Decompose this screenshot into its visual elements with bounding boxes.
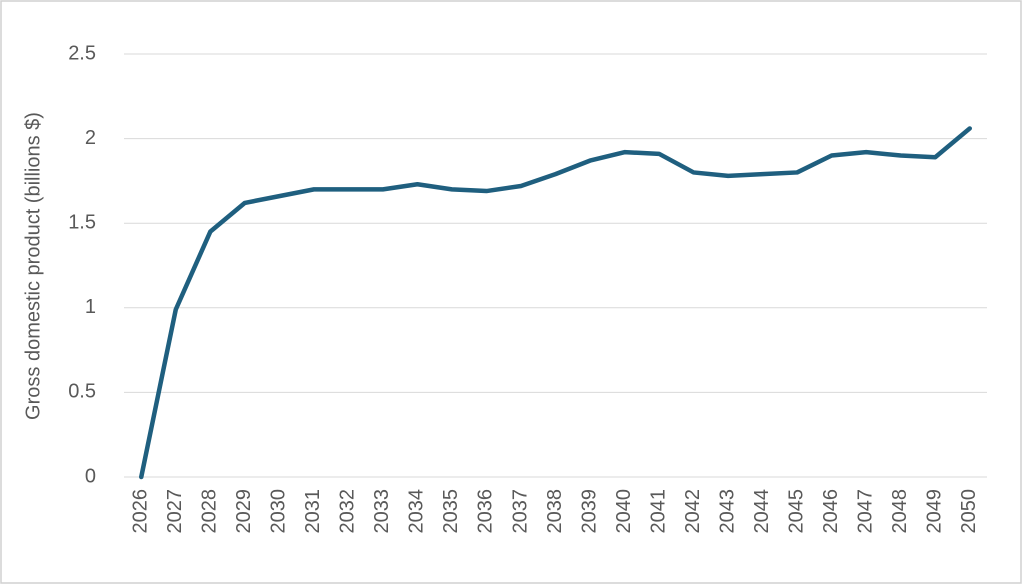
x-tick-label: 2035: [440, 489, 462, 534]
x-tick-label: 2050: [958, 489, 980, 534]
x-tick-label: 2038: [544, 489, 566, 534]
x-tick-label: 2039: [578, 489, 600, 534]
y-tick-label: 2: [85, 127, 96, 149]
x-tick-label: 2027: [164, 489, 186, 534]
x-tick-label: 2044: [751, 489, 773, 534]
x-tick-label: 2048: [889, 489, 911, 534]
y-tick-label: 1: [85, 296, 96, 318]
x-tick-label: 2045: [785, 489, 807, 534]
x-tick-label: 2033: [371, 489, 393, 534]
x-tick-label: 2029: [233, 489, 255, 534]
x-tick-label: 2028: [199, 489, 221, 534]
y-tick-label: 0.5: [68, 381, 96, 403]
x-tick-label: 2036: [475, 489, 497, 534]
y-axis-title: Gross domestic product (billions $): [22, 112, 44, 420]
x-tick-label: 2043: [716, 489, 738, 534]
x-tick-label: 2031: [302, 489, 324, 534]
y-tick-label: 1.5: [68, 211, 96, 233]
x-tick-label: 2046: [820, 489, 842, 534]
x-tick-label: 2037: [509, 489, 531, 534]
x-tick-label: 2040: [613, 489, 635, 534]
x-tick-label: 2030: [268, 489, 290, 534]
x-tick-label: 2032: [337, 489, 359, 534]
x-tick-label: 2047: [854, 489, 876, 534]
x-tick-label: 2042: [682, 489, 704, 534]
x-tick-label: 2049: [924, 489, 946, 534]
x-tick-label: 2034: [406, 489, 428, 534]
y-tick-label: 2.5: [68, 42, 96, 64]
data-line: [139, 126, 972, 480]
x-tick-label: 2026: [130, 489, 152, 534]
y-tick-label: 0: [85, 465, 96, 487]
x-tick-label: 2041: [647, 489, 669, 534]
